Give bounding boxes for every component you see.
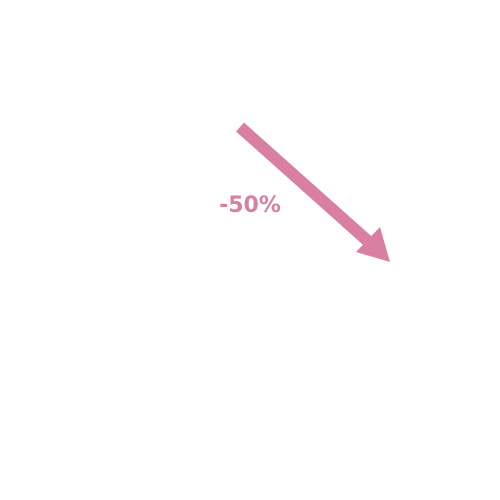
percent-change-label: -50% <box>219 193 281 218</box>
arrow-shaft <box>236 122 374 248</box>
arrow-head <box>356 227 390 262</box>
